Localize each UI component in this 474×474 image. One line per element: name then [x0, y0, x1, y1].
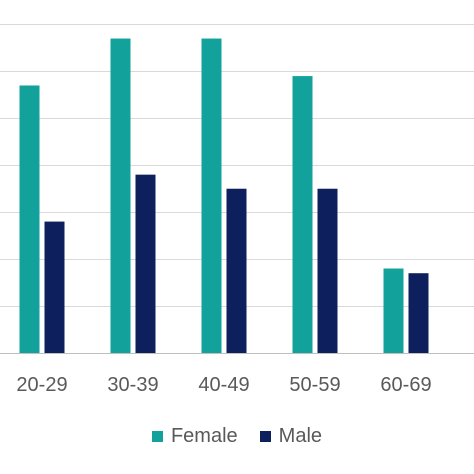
legend-label-male: Male	[278, 425, 323, 447]
bar-female-50-59	[292, 76, 313, 354]
bar-female-60-69	[383, 268, 404, 353]
bar-male-50-59	[317, 188, 338, 353]
x-tick-label: 60-69	[380, 374, 431, 396]
legend-item-male: Male	[259, 425, 323, 448]
bar-male-30-39	[135, 174, 156, 353]
legend-swatch-female	[151, 431, 163, 442]
bar-male-40-49	[226, 188, 247, 353]
x-tick-label: 50-59	[289, 374, 340, 396]
legend: Female Male	[0, 425, 474, 448]
bar-male-60-69	[408, 273, 429, 353]
bar-male-20-29	[44, 221, 65, 353]
x-tick-label: 40-49	[198, 374, 249, 396]
bar-female-40-49	[201, 38, 222, 354]
x-tick-label: 30-39	[107, 374, 158, 396]
x-tick-label: 20-29	[16, 374, 67, 396]
bar-female-30-39	[110, 38, 131, 354]
legend-label-female: Female	[170, 425, 238, 447]
bar-female-20-29	[19, 85, 40, 353]
legend-swatch-male	[259, 431, 271, 442]
legend-item-female: Female	[151, 425, 238, 448]
